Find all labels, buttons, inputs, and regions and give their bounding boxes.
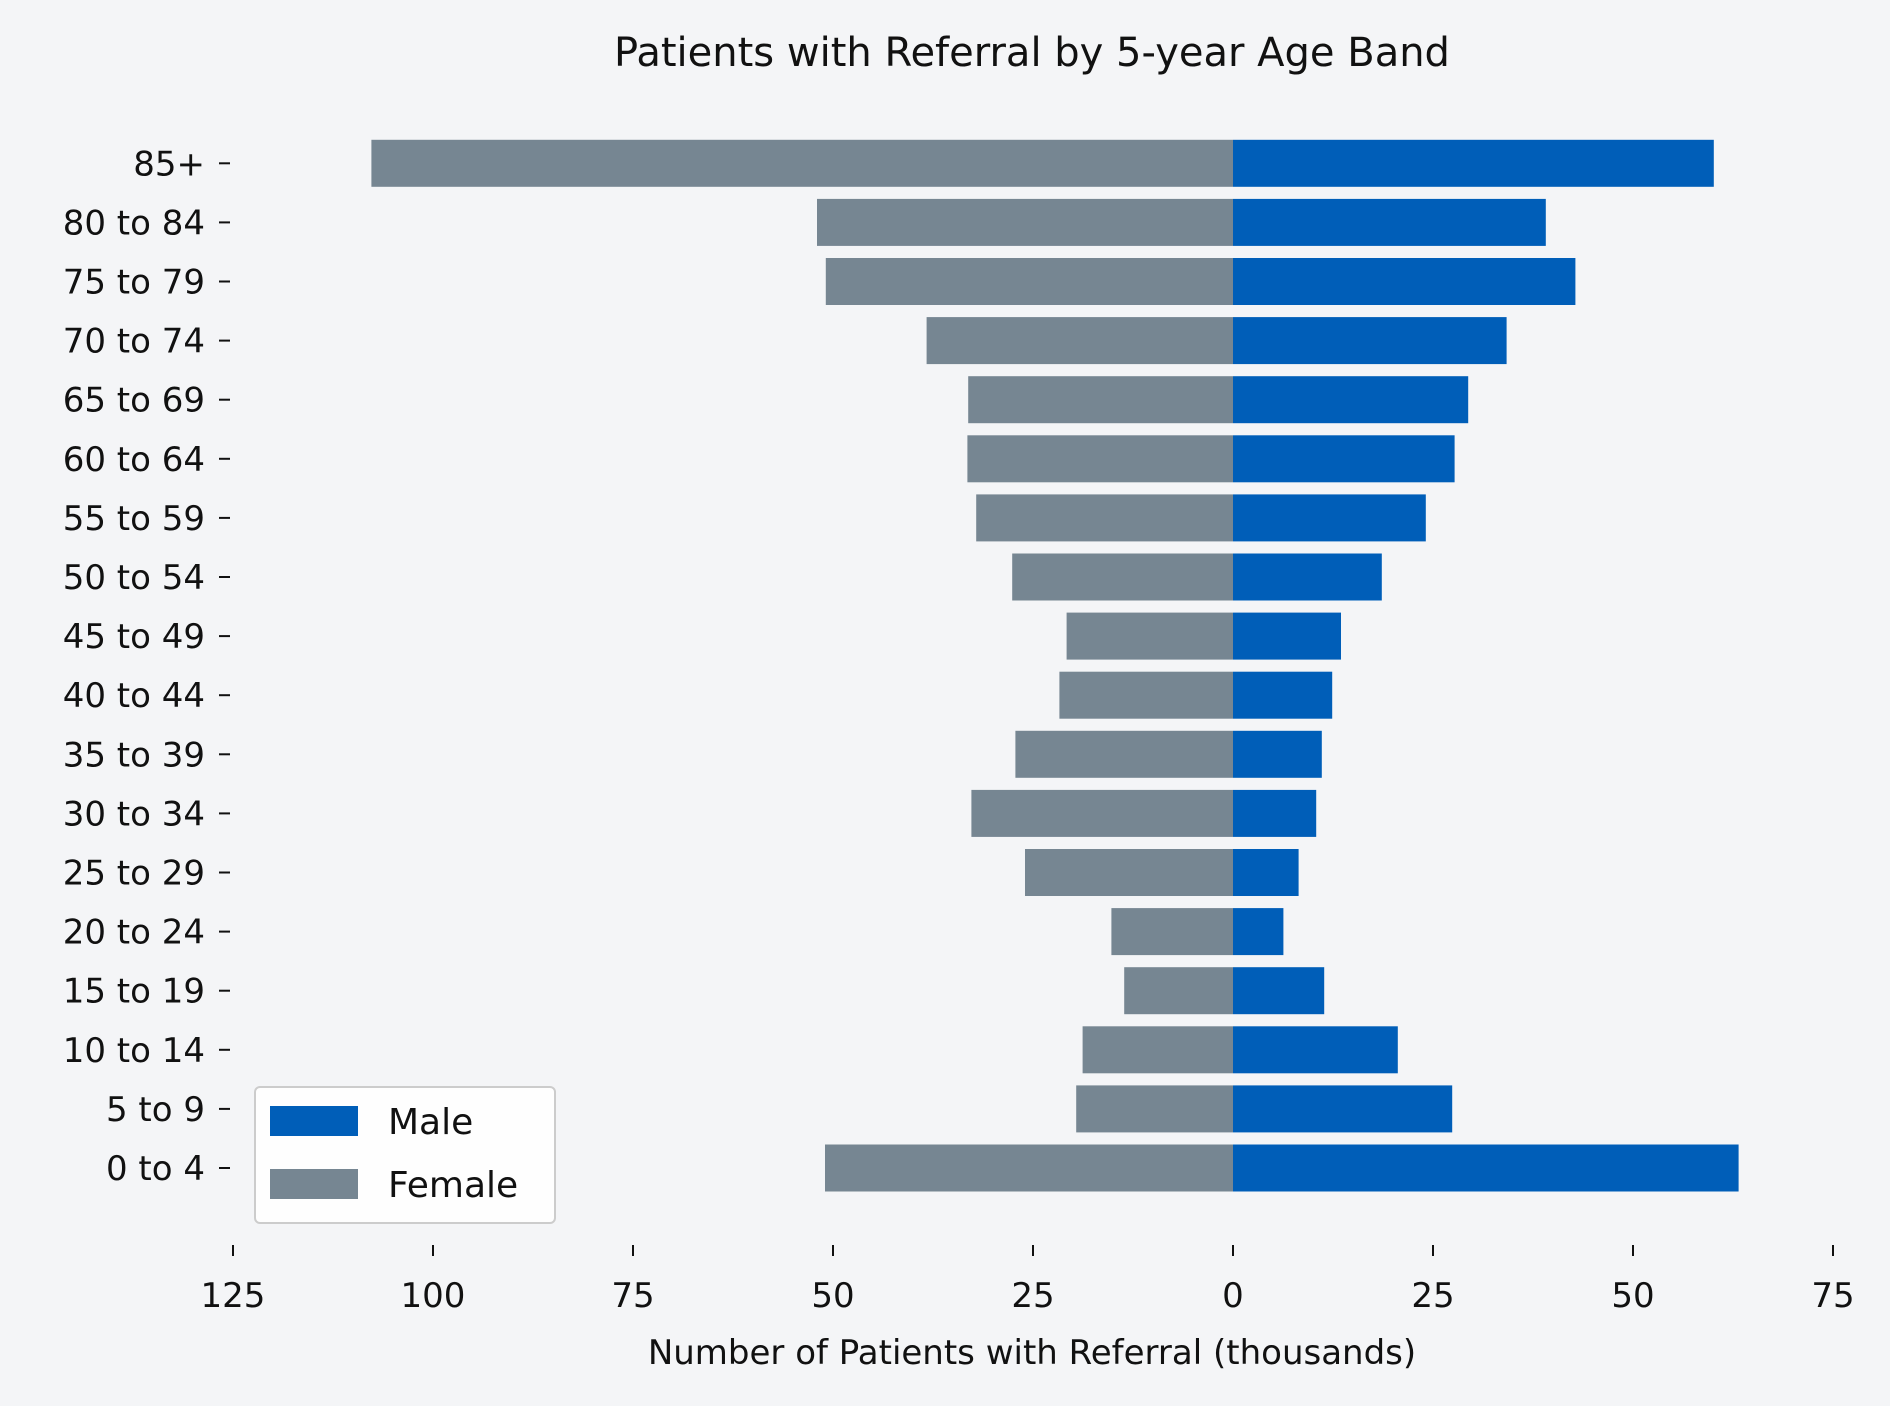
x-tick-label: 0 [1222,1276,1244,1316]
legend-swatch-male [270,1106,358,1136]
bar-female-40-to-44 [1059,671,1233,719]
bar-male-30-to-34 [1233,789,1317,837]
bar-female-65-to-69 [968,376,1233,424]
y-tick-label: 10 to 14 [63,1031,205,1071]
bar-female-60-to-64 [967,435,1233,483]
bar-male-20-to-24 [1233,908,1284,956]
y-tick-label: 80 to 84 [63,203,205,243]
y-tick-label: 40 to 44 [63,676,205,716]
bar-female-75-to-79 [825,258,1233,305]
x-tick-label: 50 [1611,1276,1654,1316]
legend-label-female: Female [388,1165,518,1206]
bar-female-10-to-14 [1082,1026,1233,1074]
bar-female-0-to-4 [825,1144,1233,1192]
x-axis-label: Number of Patients with Referral (thousa… [648,1333,1416,1373]
bar-male-80-to-84 [1233,198,1546,246]
legend-swatch-female [270,1169,358,1199]
bar-female-35-to-39 [1015,730,1233,778]
bar-female-80-to-84 [817,198,1233,246]
bar-male-25-to-29 [1233,849,1299,896]
y-tick-label: 30 to 34 [63,794,205,834]
bar-female-15-to-19 [1124,967,1233,1015]
bar-male-10-to-14 [1233,1026,1398,1074]
bar-female-30-to-34 [971,789,1233,837]
bar-female-50-to-54 [1012,553,1233,601]
y-tick-label: 5 to 9 [106,1090,205,1130]
x-tick-label: 100 [401,1276,466,1316]
y-tick-label: 70 to 74 [63,322,205,362]
x-axis-ticks: 125 100 75 50 25 0 25 50 75 [201,1245,1855,1316]
bar-female-25-to-29 [1025,849,1233,896]
x-tick-label: 50 [811,1276,854,1316]
bar-male-65-to-69 [1233,376,1469,424]
y-tick-label: 65 to 69 [63,381,205,421]
bar-male-75-to-79 [1233,258,1576,305]
x-tick-label: 25 [1011,1276,1054,1316]
bar-male-40-to-44 [1233,671,1333,719]
bar-male-50-to-54 [1233,553,1382,601]
bar-male-15-to-19 [1233,967,1325,1015]
bar-female-20-to-24 [1111,908,1233,956]
y-tick-label: 15 to 19 [63,972,205,1012]
y-tick-label: 20 to 24 [63,913,205,953]
bar-male-85 [1233,139,1714,187]
y-tick-label: 25 to 29 [63,854,205,894]
bar-female-5-to-9 [1076,1085,1233,1133]
bar-female-70-to-74 [926,317,1233,365]
bar-female-85 [371,139,1233,187]
y-axis-ticks: 0 to 4 5 to 9 10 to 14 15 to 19 20 to 24 25 t… [63,144,230,1189]
x-tick-label: 25 [1411,1276,1454,1316]
y-tick-label: 85+ [133,144,205,184]
y-tick-label: 35 to 39 [63,735,205,775]
y-tick-label: 75 to 79 [63,263,205,303]
bar-female-55-to-59 [976,494,1233,542]
bars-layer [371,139,1739,1192]
bar-female-45-to-49 [1066,612,1233,660]
bar-male-55-to-59 [1233,494,1426,542]
bar-male-60-to-64 [1233,435,1455,483]
x-tick-label: 125 [201,1276,266,1316]
y-tick-label: 55 to 59 [63,499,205,539]
bar-male-35-to-39 [1233,730,1322,778]
chart-title: Patients with Referral by 5-year Age Ban… [614,30,1450,76]
bar-male-70-to-74 [1233,317,1507,365]
y-tick-label: 45 to 49 [63,617,205,657]
y-tick-label: 0 to 4 [106,1149,205,1189]
bar-male-45-to-49 [1233,612,1341,660]
legend-label-male: Male [388,1102,473,1143]
x-tick-label: 75 [611,1276,654,1316]
bar-male-5-to-9 [1233,1085,1453,1133]
x-tick-label: 75 [1811,1276,1854,1316]
y-tick-label: 60 to 64 [63,440,205,480]
y-tick-label: 50 to 54 [63,558,205,598]
legend: Male Female [254,1086,556,1224]
bar-male-0-to-4 [1233,1144,1739,1192]
